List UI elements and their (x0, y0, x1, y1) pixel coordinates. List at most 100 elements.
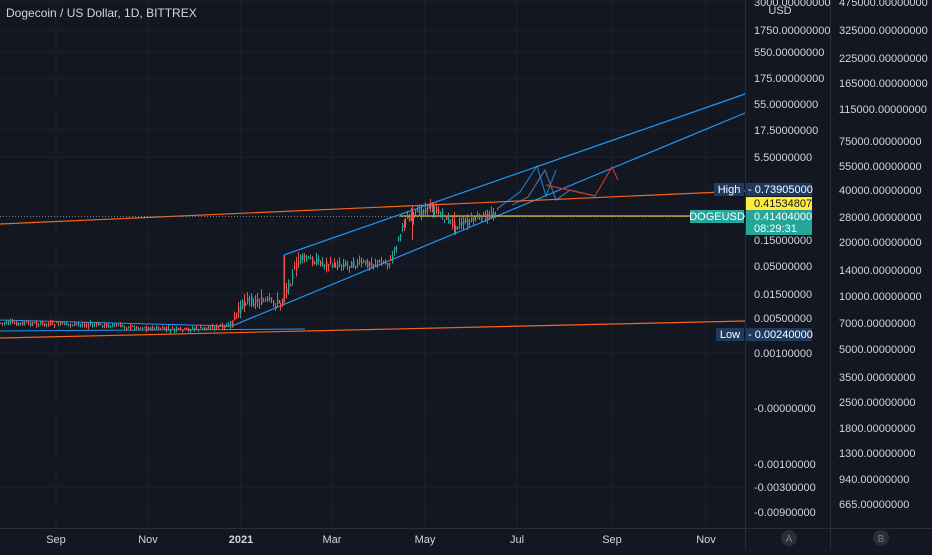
candle (245, 302, 247, 306)
candles-layer (0, 198, 499, 334)
left-axis-tick: -0.00300000 (754, 482, 816, 494)
candle (459, 217, 461, 230)
candle-body (222, 324, 224, 329)
candle (429, 203, 431, 209)
candle-body (22, 322, 24, 325)
candle (70, 323, 72, 329)
candle (271, 297, 273, 304)
candle-body (30, 322, 32, 326)
candle-body (292, 273, 294, 279)
candle-body (286, 288, 288, 294)
candle (351, 260, 353, 269)
candle (265, 297, 267, 302)
axis-mode-button[interactable]: B (873, 530, 889, 546)
candle-body (58, 324, 60, 326)
candle-body (475, 220, 477, 222)
time-axis-tick: Mar (323, 534, 342, 546)
candle-body (42, 322, 44, 324)
candle-body (174, 329, 176, 331)
candle-body (304, 255, 306, 258)
candle (497, 207, 499, 210)
candle (66, 321, 68, 326)
candle (394, 246, 396, 256)
high-value: - 0.73905000 (748, 184, 813, 196)
candle (302, 253, 304, 264)
right-axis-tick: 28000.00000000 (839, 212, 922, 224)
candle-body (16, 322, 18, 326)
candle-body (455, 225, 457, 230)
axis-mode-button[interactable]: A (781, 530, 797, 546)
candle-body (54, 324, 56, 326)
candle (415, 210, 417, 216)
candle-body (387, 263, 389, 266)
candle-body (136, 326, 138, 328)
candle-body (483, 213, 485, 215)
candle (263, 298, 265, 303)
candle (44, 322, 46, 327)
candle (361, 257, 363, 268)
candle (140, 327, 142, 329)
trendline-upper[interactable] (0, 190, 746, 225)
candle-body (290, 285, 292, 287)
candle-body (419, 208, 421, 216)
trendline-lower[interactable] (0, 320, 746, 339)
candle (232, 320, 234, 328)
candle (40, 320, 42, 326)
candle-body (459, 222, 461, 225)
projection-path-red[interactable] (545, 165, 619, 197)
projection-path-blue[interactable] (497, 164, 557, 209)
candle-body (214, 326, 216, 329)
left-axis-tick: 175.00000000 (754, 73, 824, 85)
right-axis-tick: 1300.00000000 (839, 448, 915, 460)
axis-mode-button-bg[interactable] (781, 530, 797, 546)
candle-body (255, 299, 257, 303)
candle (220, 323, 222, 328)
axis-mode-button-bg[interactable] (873, 530, 889, 546)
candle (142, 327, 144, 331)
candle-body (62, 322, 64, 324)
candle (369, 261, 371, 271)
candle (236, 312, 238, 320)
candle-body (432, 206, 434, 211)
candle (234, 311, 236, 321)
candle-body (226, 325, 228, 327)
candle-body (242, 300, 244, 308)
candle (461, 217, 463, 230)
time-axis-tick: Nov (696, 534, 716, 546)
candle-body (110, 325, 112, 328)
left-axis-tick: -0.00100000 (754, 459, 816, 471)
candle-body (208, 327, 210, 329)
candle-body (134, 327, 136, 329)
axis-mode-button-label[interactable]: A (786, 534, 793, 545)
axis-mode-button-label[interactable]: B (878, 534, 885, 545)
candle-body (310, 258, 312, 260)
candle (400, 234, 402, 242)
candle-body (265, 299, 267, 301)
candle-body (430, 203, 432, 209)
candle-body (487, 213, 489, 220)
candle (8, 320, 10, 326)
time-axis-tick: Sep (46, 534, 66, 546)
candle-body (357, 262, 359, 265)
candle (104, 323, 106, 329)
currency-label: USD (768, 5, 791, 17)
channel-upper[interactable] (283, 93, 746, 256)
range-line-top[interactable] (0, 319, 231, 327)
candle (269, 292, 271, 302)
candle (94, 322, 96, 328)
left-axis-tick: 55.00000000 (754, 99, 818, 111)
candle-body (271, 297, 273, 299)
candle-body (497, 208, 499, 210)
candle-body (375, 264, 377, 266)
candle-body (158, 327, 160, 329)
candle-body (326, 261, 328, 267)
candle-body (182, 329, 184, 332)
candle-body (64, 322, 66, 326)
right-axis-tick: 165000.00000000 (839, 78, 928, 90)
candle (304, 253, 306, 263)
right-axis-tick: 20000.00000000 (839, 237, 922, 249)
candle-body (442, 211, 444, 215)
channel-lower[interactable] (231, 112, 746, 327)
candle-body (196, 327, 198, 329)
